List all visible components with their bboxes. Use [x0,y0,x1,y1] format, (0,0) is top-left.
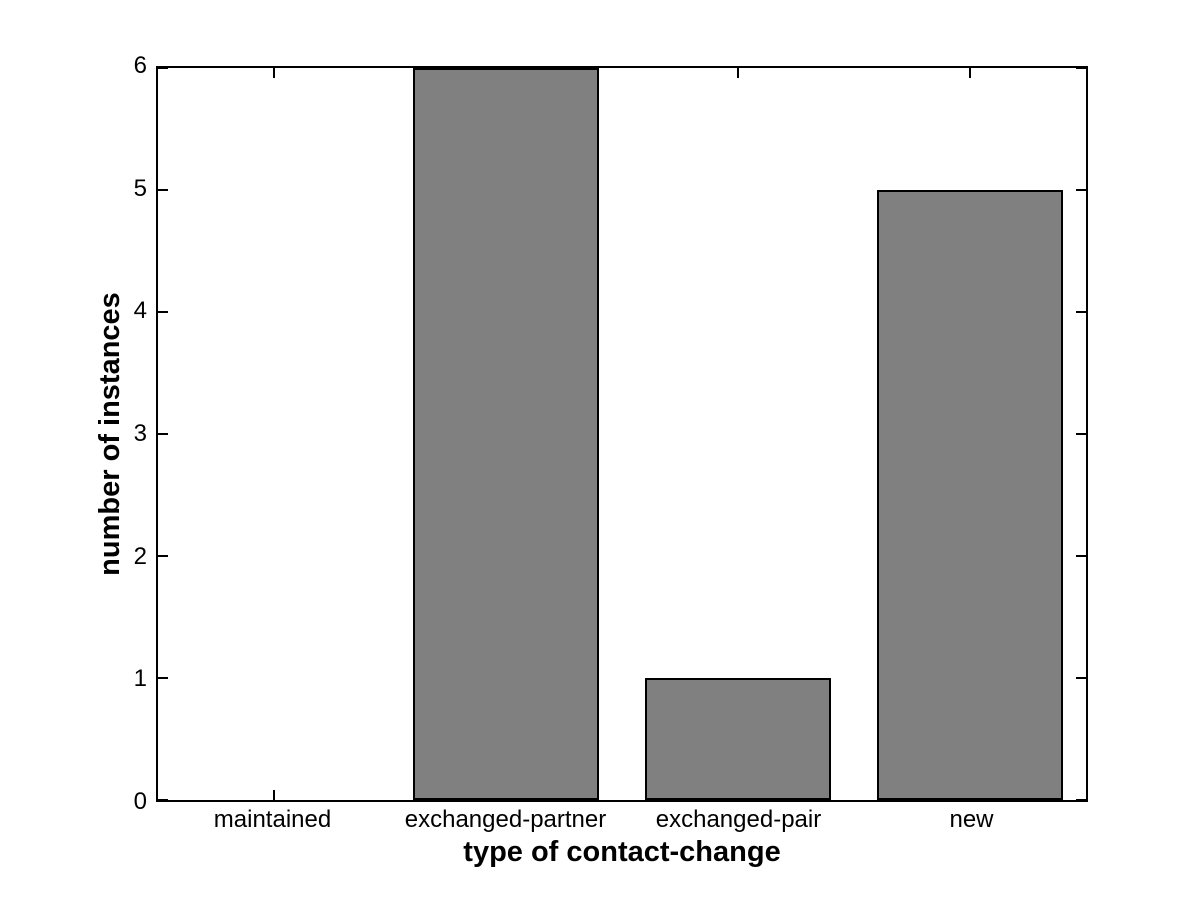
y-tick-4 [1076,310,1086,313]
y-tick-label-6: 6 [133,52,147,79]
y-tick-1 [1076,677,1086,679]
y-tick-label-3: 3 [133,420,147,447]
x-tick-label-exchanged-pair: exchanged-pair [655,806,822,833]
y-tick-0 [158,799,168,801]
y-tick-6 [1076,67,1086,69]
y-tick-0 [1076,799,1086,801]
x-axis-title: type of contact-change [463,836,781,868]
y-tick-5 [1076,188,1086,191]
y-tick-2 [158,554,168,557]
y-tick-label-4: 4 [133,297,147,325]
y-tick-2 [1076,554,1086,557]
x-tick-new [969,68,971,78]
y-tick-3 [158,433,168,435]
y-tick-4 [158,310,168,313]
x-tick-maintained [273,790,275,800]
y-tick-6 [158,67,168,69]
bar-exchanged-pair [645,678,831,800]
y-tick-5 [158,188,168,191]
y-tick-label-1: 1 [133,665,147,693]
y-tick-label-5: 5 [133,174,147,202]
x-tick-label-new: new [949,806,994,833]
y-tick-1 [158,677,168,679]
bar-new [877,190,1063,800]
y-tick-label-2: 2 [133,542,147,570]
plot-area [156,66,1088,802]
y-tick-label-0: 0 [133,788,147,815]
x-tick-exchanged-pair [737,68,739,78]
x-tick-maintained [273,68,275,78]
bar-exchanged-partner [413,68,599,800]
x-tick-label-maintained: maintained [213,806,332,833]
y-tick-3 [1076,433,1086,435]
x-tick-label-exchanged-partner: exchanged-partner [404,806,607,833]
